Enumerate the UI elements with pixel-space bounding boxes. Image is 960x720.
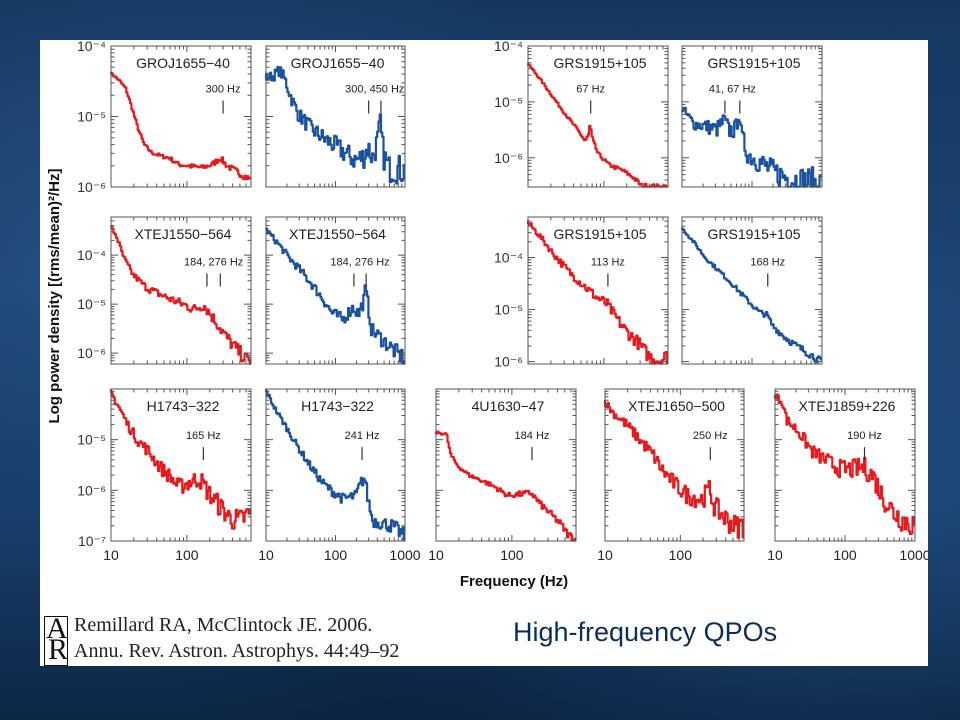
citation-journal: Annu. Rev. Astron. Astrophys. 44:49–92 [74, 640, 400, 662]
source-name-label: GROJ1655−40 [291, 55, 385, 71]
source-name-label: GROJ1655−40 [136, 55, 230, 71]
source-name-label: GRS1915+105 [707, 226, 800, 242]
spectrum-line-11 [434, 430, 576, 542]
qpo-frequency-label: 300 Hz [206, 84, 241, 96]
slide-canvas: 10⁻⁴ 10⁻⁵ 10⁻⁶ GROJ1655−40 300 Hz GROJ1655−40… [40, 40, 928, 666]
source-name-label: GRS1915+105 [553, 55, 646, 71]
x-tick-label: 100 [500, 547, 524, 563]
qpo-frequency-label: 184 Hz [515, 430, 550, 442]
x-tick-label: 1000 [389, 547, 420, 563]
spectrum-line-4 [680, 106, 822, 188]
qpo-frequency-label: 300, 450 Hz [345, 84, 404, 96]
source-name-label: GRS1915+105 [707, 55, 800, 71]
x-tick-label: 10 [258, 547, 274, 563]
y-tick-label: 10⁻⁵ [77, 296, 106, 312]
source-name-label: 4U1630−47 [472, 398, 545, 414]
source-name-label: XTEJ1550−564 [135, 226, 232, 242]
panel-frame [110, 388, 252, 542]
qpo-frequency-label: 184, 276 Hz [184, 257, 243, 269]
spectrum-line-12 [603, 399, 744, 539]
y-tick-label: 10⁻⁵ [494, 302, 523, 318]
source-name-label: XTEJ1550−564 [289, 226, 386, 242]
source-name-label: XTEJ1650−500 [628, 398, 725, 414]
y-tick-label: 10⁻⁴ [77, 247, 106, 263]
y-tick-label: 10⁻⁴ [494, 40, 523, 54]
y-tick-label: 10⁻⁵ [77, 109, 106, 125]
x-tick-label: 10 [103, 547, 119, 563]
y-axis-label: Log power density [(rms/mean)²/Hz] [46, 168, 63, 423]
source-name-label: GRS1915+105 [553, 226, 646, 242]
qpo-frequency-label: 168 Hz [750, 257, 785, 269]
x-axis-label: Frequency (Hz) [460, 573, 568, 590]
y-tick-label: 10⁻⁴ [77, 40, 106, 54]
panel-frame [604, 388, 745, 542]
y-tick-label: 10⁻⁴ [494, 250, 523, 266]
logo-letter-r: R [48, 633, 69, 666]
x-tick-label: 10 [428, 547, 444, 563]
panel-frame [110, 216, 252, 365]
citation: A R Remillard RA, McClintock JE. 2006. A… [40, 610, 460, 666]
qpo-frequency-label: 67 Hz [576, 84, 605, 96]
spectrum-line-7 [526, 220, 668, 365]
spectrum-line-3 [526, 63, 668, 188]
panel-frame [527, 45, 669, 188]
citation-authors: Remillard RA, McClintock JE. 2006. [74, 614, 373, 636]
y-tick-label: 10⁻⁶ [77, 482, 106, 498]
y-tick-label: 10⁻⁵ [494, 94, 523, 110]
qpo-frequency-label: 113 Hz [591, 257, 625, 269]
logo-letter-a: A [46, 612, 68, 645]
qpo-frequency-label: 241 Hz [345, 430, 380, 442]
qpo-frequency-label: 165 Hz [186, 430, 221, 442]
x-tick-label: 100 [833, 547, 857, 563]
spectrum-line-5 [109, 225, 251, 365]
source-name-label: H1743−322 [301, 398, 374, 414]
spectrum-line-1 [109, 71, 251, 181]
spectrum-line-13 [773, 394, 915, 536]
panel-frame [435, 388, 577, 542]
x-tick-label: 1000 [899, 547, 928, 563]
annual-reviews-logo: A R [44, 612, 69, 666]
source-name-label: XTEJ1859+226 [799, 398, 896, 414]
spectrum-line-10 [264, 389, 405, 541]
source-name-label: H1743−322 [147, 398, 220, 414]
spectrum-line-8 [680, 227, 822, 364]
qpo-power-spectra-figure: 10⁻⁴ 10⁻⁵ 10⁻⁶ GROJ1655−40 300 Hz GROJ1655−40… [46, 40, 928, 590]
qpo-frequency-label: 250 Hz [693, 430, 728, 442]
x-tick-label: 10 [767, 547, 783, 563]
panel-frame [527, 216, 669, 365]
x-tick-label: 10 [597, 547, 613, 563]
y-tick-label: 10⁻⁶ [494, 150, 523, 166]
qpo-frequency-label: 184, 276 Hz [330, 257, 389, 269]
y-tick-label: 10⁻⁶ [494, 354, 523, 370]
y-tick-label: 10⁻⁵ [77, 432, 106, 448]
y-tick-label: 10⁻⁷ [78, 533, 106, 549]
x-tick-label: 100 [175, 547, 199, 563]
slide-caption: High-frequency QPOs [513, 617, 778, 647]
qpo-frequency-label: 41, 67 Hz [709, 84, 756, 96]
x-tick-label: 100 [324, 547, 348, 563]
spectrum-line-2 [264, 65, 405, 185]
y-tick-label: 10⁻⁶ [77, 345, 106, 361]
spectrum-line-9 [109, 389, 251, 530]
x-tick-label: 100 [669, 547, 693, 563]
qpo-frequency-label: 190 Hz [847, 430, 882, 442]
y-tick-label: 10⁻⁶ [77, 179, 106, 195]
spectrum-line-6 [264, 227, 405, 365]
